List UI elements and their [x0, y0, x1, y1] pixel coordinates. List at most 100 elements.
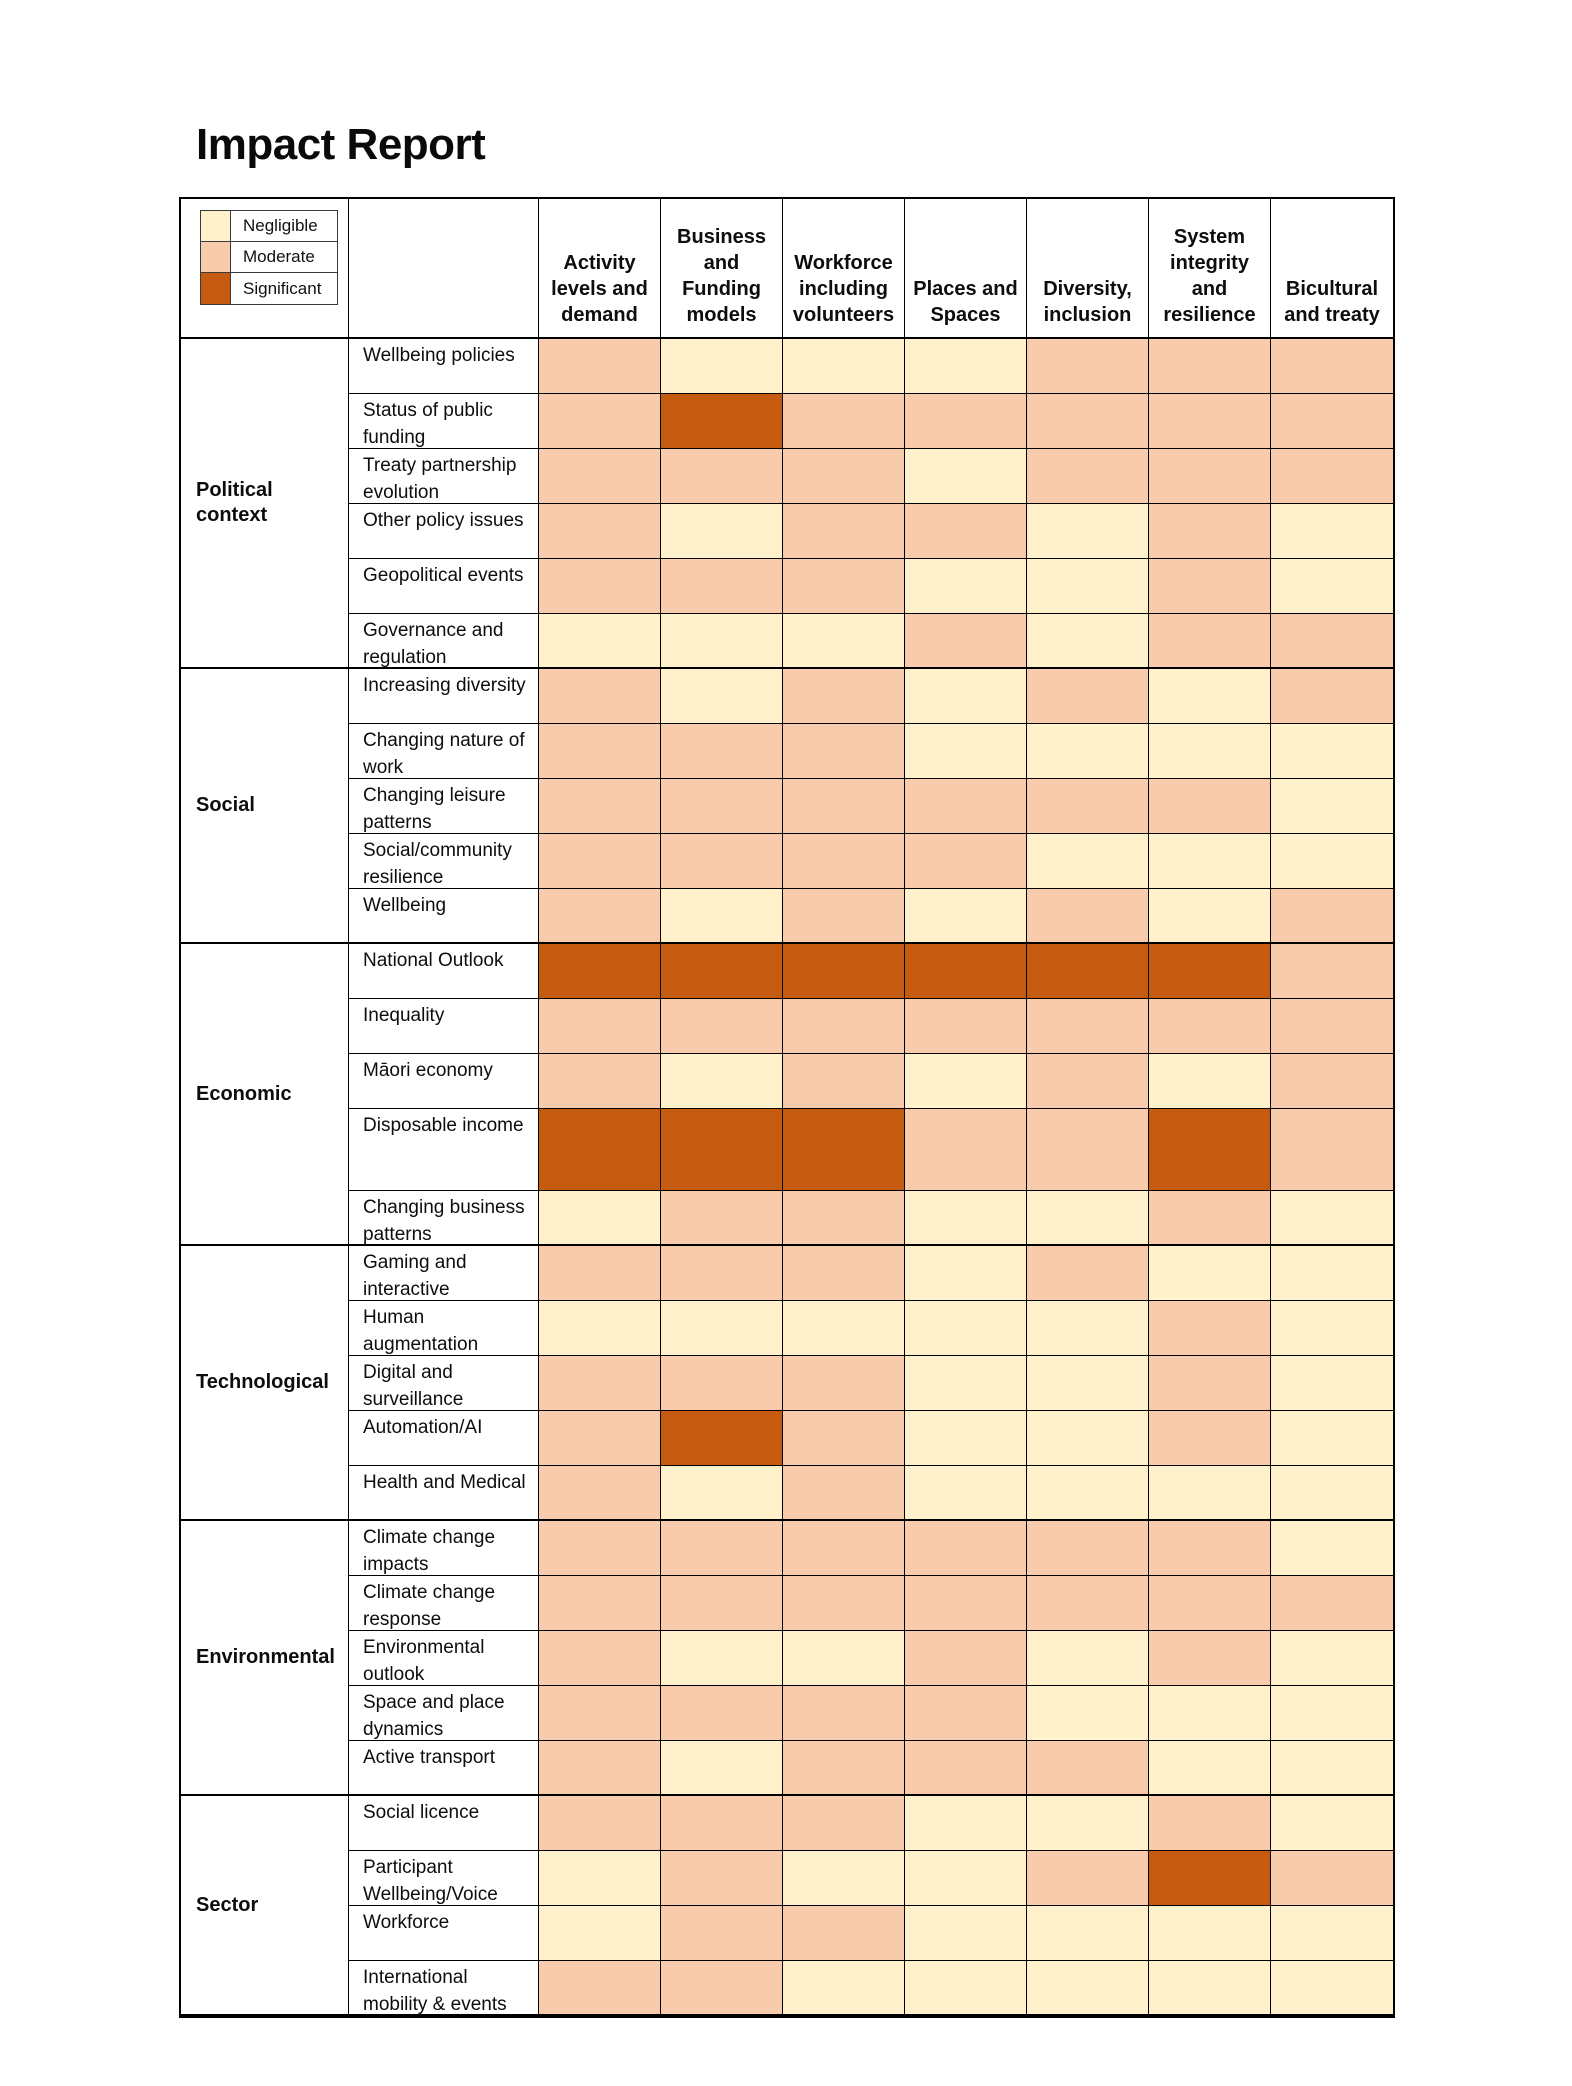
row-label: Digital and surveillance — [349, 1356, 539, 1411]
matrix-cell — [1271, 1686, 1393, 1741]
matrix-cell — [783, 1906, 905, 1961]
matrix-cell — [539, 834, 661, 889]
matrix-cell — [1027, 1796, 1149, 1851]
matrix-cell — [905, 1521, 1027, 1576]
matrix-cell — [1271, 1796, 1393, 1851]
column-header: Places and Spaces — [905, 199, 1027, 339]
matrix-cell — [1027, 724, 1149, 779]
row-label: Wellbeing — [349, 889, 539, 944]
legend-label: Negligible — [231, 211, 337, 242]
matrix-cell — [1149, 339, 1271, 394]
matrix-cell — [1027, 1686, 1149, 1741]
matrix-cell — [661, 1411, 783, 1466]
matrix-cell — [661, 1741, 783, 1796]
matrix-cell — [1149, 1411, 1271, 1466]
matrix-cell — [1271, 614, 1393, 669]
matrix-cell — [1271, 559, 1393, 614]
matrix-cell — [539, 1796, 661, 1851]
matrix-cell — [539, 339, 661, 394]
matrix-cell — [1271, 779, 1393, 834]
matrix-cell — [783, 1796, 905, 1851]
matrix-cell — [661, 1301, 783, 1356]
row-label: Climate change response — [349, 1576, 539, 1631]
matrix-cell — [539, 1851, 661, 1906]
matrix-cell — [661, 1191, 783, 1246]
matrix-cell — [661, 1246, 783, 1301]
matrix-cell — [905, 779, 1027, 834]
matrix-cell — [1149, 1109, 1271, 1191]
matrix-cell — [905, 1851, 1027, 1906]
matrix-cell — [539, 614, 661, 669]
matrix-cell — [905, 669, 1027, 724]
matrix-cell — [661, 944, 783, 999]
matrix-cell — [1271, 1054, 1393, 1109]
matrix-cell — [661, 1961, 783, 2016]
matrix-cell — [1027, 1109, 1149, 1191]
matrix-cell — [539, 1521, 661, 1576]
matrix-cell — [905, 1631, 1027, 1686]
matrix-cell — [1149, 1631, 1271, 1686]
matrix-cell — [539, 1356, 661, 1411]
matrix-cell — [539, 1576, 661, 1631]
matrix-cell — [1149, 1741, 1271, 1796]
matrix-cell — [905, 339, 1027, 394]
matrix-cell — [1149, 1356, 1271, 1411]
matrix-cell — [539, 1961, 661, 2016]
matrix-cell — [1149, 779, 1271, 834]
matrix-cell — [661, 999, 783, 1054]
matrix-cell — [1149, 889, 1271, 944]
matrix-cell — [905, 1054, 1027, 1109]
matrix-cell — [1271, 1301, 1393, 1356]
matrix-cell — [1027, 614, 1149, 669]
matrix-cell — [661, 1906, 783, 1961]
matrix-cell — [783, 1054, 905, 1109]
matrix-cell — [905, 1301, 1027, 1356]
row-label: Active transport — [349, 1741, 539, 1796]
row-label: International mobility & events — [349, 1961, 539, 2016]
matrix-cell — [905, 1191, 1027, 1246]
matrix-cell — [539, 724, 661, 779]
matrix-cell — [539, 1741, 661, 1796]
matrix-cell — [539, 559, 661, 614]
matrix-cell — [783, 1741, 905, 1796]
row-label: Governance and regulation — [349, 614, 539, 669]
matrix-cell — [1271, 449, 1393, 504]
matrix-cell — [661, 1466, 783, 1521]
matrix-cell — [661, 559, 783, 614]
impact-legend: Negligible Moderate Significant — [200, 210, 338, 305]
matrix-cell — [1027, 449, 1149, 504]
matrix-cell — [783, 1246, 905, 1301]
matrix-cell — [539, 999, 661, 1054]
matrix-cell — [1149, 724, 1271, 779]
column-header: Workforce including volunteers — [783, 199, 905, 339]
matrix-cell — [783, 1191, 905, 1246]
matrix-cell — [783, 559, 905, 614]
row-label: National Outlook — [349, 944, 539, 999]
row-label: Social/community resilience — [349, 834, 539, 889]
matrix-cell — [1027, 999, 1149, 1054]
matrix-cell — [1271, 1246, 1393, 1301]
matrix-cell — [1271, 1906, 1393, 1961]
matrix-cell — [1149, 1054, 1271, 1109]
matrix-cell — [1149, 394, 1271, 449]
matrix-cell — [783, 889, 905, 944]
matrix-cell — [1271, 1741, 1393, 1796]
matrix-cell — [783, 1109, 905, 1191]
matrix-cell — [539, 1466, 661, 1521]
matrix-cell — [1027, 1631, 1149, 1686]
matrix-cell — [1149, 1466, 1271, 1521]
matrix-cell — [783, 1631, 905, 1686]
matrix-cell — [539, 394, 661, 449]
matrix-cell — [783, 1411, 905, 1466]
matrix-cell — [1271, 669, 1393, 724]
matrix-cell — [1271, 1576, 1393, 1631]
page-title: Impact Report — [196, 120, 486, 169]
matrix-cell — [1027, 834, 1149, 889]
header-spacer-cell — [349, 199, 539, 339]
row-label: Health and Medical — [349, 1466, 539, 1521]
matrix-cell — [661, 779, 783, 834]
row-label: Automation/AI — [349, 1411, 539, 1466]
legend-swatch-moderate — [201, 242, 231, 273]
row-label: Disposable income — [349, 1109, 539, 1191]
matrix-cell — [661, 1796, 783, 1851]
